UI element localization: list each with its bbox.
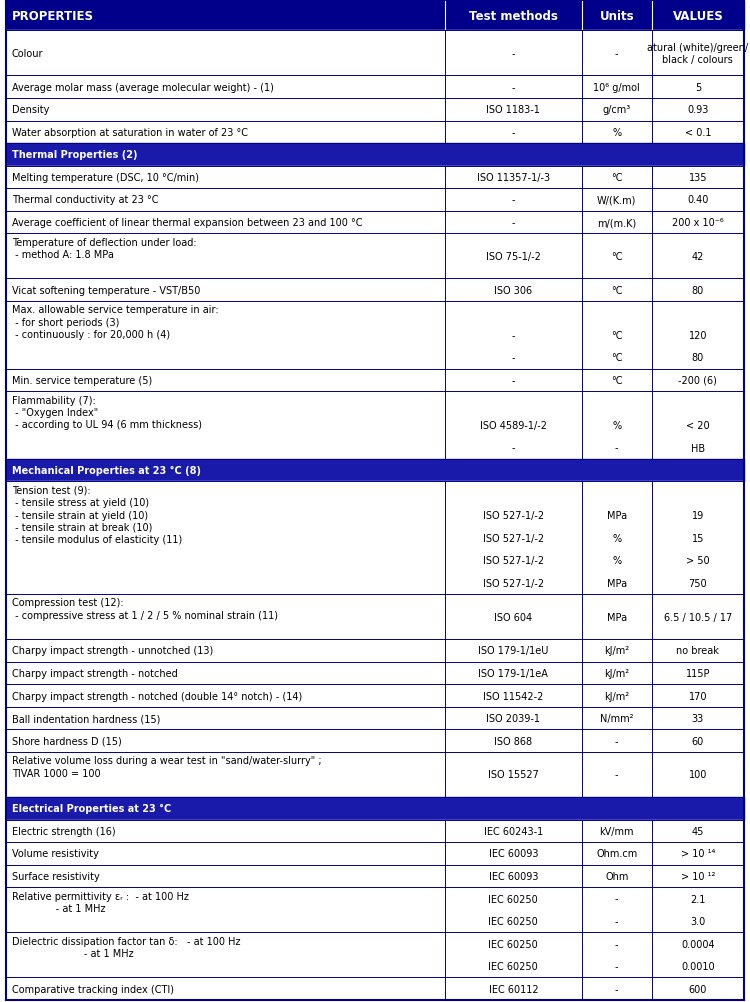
Text: °C: °C	[611, 172, 622, 182]
Text: 80: 80	[692, 353, 704, 363]
Text: -: -	[615, 894, 619, 904]
Text: °C: °C	[611, 331, 622, 341]
Text: ISO 527-1/-2: ISO 527-1/-2	[483, 578, 544, 588]
Text: -: -	[512, 217, 515, 227]
Text: ISO 11357-1/-3: ISO 11357-1/-3	[477, 172, 550, 182]
Text: ISO 2039-1: ISO 2039-1	[486, 713, 540, 723]
Text: Thermal conductivity at 23 °C: Thermal conductivity at 23 °C	[12, 195, 158, 205]
Text: > 10 ¹²: > 10 ¹²	[681, 871, 715, 881]
Text: W/(K.m): W/(K.m)	[597, 195, 637, 205]
Bar	[6, 211, 744, 234]
Bar	[6, 459, 744, 482]
Text: Ohm: Ohm	[605, 871, 628, 881]
Text: -: -	[512, 127, 515, 137]
Bar	[6, 662, 744, 684]
Text: -: -	[615, 49, 619, 59]
Text: 80: 80	[692, 286, 704, 296]
Text: -: -	[615, 939, 619, 949]
Text: Average molar mass (average molecular weight) - (1): Average molar mass (average molecular we…	[12, 82, 274, 92]
Text: 10⁶ g/mol: 10⁶ g/mol	[593, 82, 640, 92]
Bar	[6, 753, 744, 798]
Text: IEC 60093: IEC 60093	[489, 849, 538, 859]
Text: -: -	[615, 961, 619, 971]
Text: -: -	[512, 353, 515, 363]
Text: Relative volume loss during a wear test in "sand/water-slurry" ;
TIVAR 1000 = 10: Relative volume loss during a wear test …	[12, 756, 322, 778]
Bar	[6, 978, 744, 1000]
Text: IEC 60243-1: IEC 60243-1	[484, 826, 543, 836]
Bar	[6, 121, 744, 144]
Text: IEC 60250: IEC 60250	[488, 916, 538, 926]
Text: Electric strength (16): Electric strength (16)	[12, 826, 116, 836]
Bar	[6, 820, 744, 843]
Text: -: -	[512, 331, 515, 341]
Text: -200 (6): -200 (6)	[679, 376, 717, 386]
Text: °C: °C	[611, 376, 622, 386]
Text: Electrical Properties at 23 °C: Electrical Properties at 23 °C	[12, 804, 171, 814]
Text: IEC 60093: IEC 60093	[489, 871, 538, 881]
Bar	[6, 99, 744, 121]
Text: -: -	[615, 735, 619, 745]
Text: Shore hardness D (15): Shore hardness D (15)	[12, 735, 122, 745]
Text: Charpy impact strength - notched (double 14° notch) - (14): Charpy impact strength - notched (double…	[12, 690, 302, 700]
Text: kJ/m²: kJ/m²	[604, 668, 629, 678]
Bar	[6, 865, 744, 888]
Text: MPa: MPa	[607, 612, 627, 622]
Text: Dielectric dissipation factor tan δ:   - at 100 Hz
                       - at 1: Dielectric dissipation factor tan δ: - a…	[12, 936, 241, 958]
Text: 750: 750	[688, 578, 707, 588]
Text: > 50: > 50	[686, 556, 709, 566]
Text: 3.0: 3.0	[690, 916, 706, 926]
Text: ISO 4589-1/-2: ISO 4589-1/-2	[480, 421, 547, 431]
Text: g/cm³: g/cm³	[602, 105, 631, 115]
Text: < 20: < 20	[686, 421, 709, 431]
Text: 19: 19	[692, 511, 704, 521]
Text: %: %	[612, 127, 621, 137]
Text: 2.1: 2.1	[690, 894, 706, 904]
Text: 60: 60	[692, 735, 704, 745]
Text: PROPERTIES: PROPERTIES	[12, 10, 94, 23]
Text: 0.93: 0.93	[687, 105, 709, 115]
Text: 135: 135	[688, 172, 707, 182]
Bar	[6, 76, 744, 99]
Text: ISO 11542-2: ISO 11542-2	[483, 690, 544, 700]
Text: Mechanical Properties at 23 °C (8): Mechanical Properties at 23 °C (8)	[12, 466, 201, 476]
Text: -: -	[615, 770, 619, 780]
Text: Flammability (7):
 - "Oxygen Index"
 - according to UL 94 (6 mm thickness): Flammability (7): - "Oxygen Index" - acc…	[12, 395, 202, 430]
Bar	[6, 31, 744, 76]
Bar	[6, 729, 744, 753]
Bar	[6, 144, 744, 166]
Text: -: -	[512, 376, 515, 386]
Text: -: -	[512, 49, 515, 59]
Text: > 10 ¹⁴: > 10 ¹⁴	[681, 849, 715, 859]
Text: Surface resistivity: Surface resistivity	[12, 871, 100, 881]
Text: Ball indentation hardness (15): Ball indentation hardness (15)	[12, 713, 160, 723]
Text: 5: 5	[694, 82, 701, 92]
Text: Max. allowable service temperature in air:
 - for short periods (3)
 - continuou: Max. allowable service temperature in ai…	[12, 305, 218, 340]
Text: -: -	[512, 443, 515, 453]
Text: N/mm²: N/mm²	[600, 713, 634, 723]
Text: ISO 527-1/-2: ISO 527-1/-2	[483, 556, 544, 566]
Text: IEC 60250: IEC 60250	[488, 894, 538, 904]
Text: 6.5 / 10.5 / 17: 6.5 / 10.5 / 17	[664, 612, 732, 622]
Text: Temperature of deflection under load:
 - method A: 1.8 MPa: Temperature of deflection under load: - …	[12, 237, 196, 260]
Bar	[6, 933, 744, 978]
Text: 0.40: 0.40	[687, 195, 709, 205]
Text: kJ/m²: kJ/m²	[604, 646, 629, 655]
Text: Test methods: Test methods	[469, 10, 558, 23]
Text: ISO 1183-1: ISO 1183-1	[487, 105, 540, 115]
Text: -: -	[615, 443, 619, 453]
Text: HB: HB	[691, 443, 705, 453]
Text: ISO 604: ISO 604	[494, 612, 532, 622]
Bar	[6, 166, 744, 189]
Text: 0.0004: 0.0004	[681, 939, 715, 949]
Text: ISO 868: ISO 868	[494, 735, 532, 745]
Bar	[6, 234, 744, 280]
Text: ISO 527-1/-2: ISO 527-1/-2	[483, 533, 544, 543]
Bar	[6, 843, 744, 865]
Text: 115P: 115P	[686, 668, 710, 678]
Text: -: -	[512, 82, 515, 92]
Bar	[6, 684, 744, 707]
Text: Tension test (9):
 - tensile stress at yield (10)
 - tensile strain at yield (10: Tension test (9): - tensile stress at yi…	[12, 485, 182, 545]
Text: Compression test (12):
 - compressive stress at 1 / 2 / 5 % nominal strain (11): Compression test (12): - compressive str…	[12, 598, 278, 620]
Text: Colour: Colour	[12, 49, 44, 59]
Text: ISO 75-1/-2: ISO 75-1/-2	[486, 252, 541, 262]
